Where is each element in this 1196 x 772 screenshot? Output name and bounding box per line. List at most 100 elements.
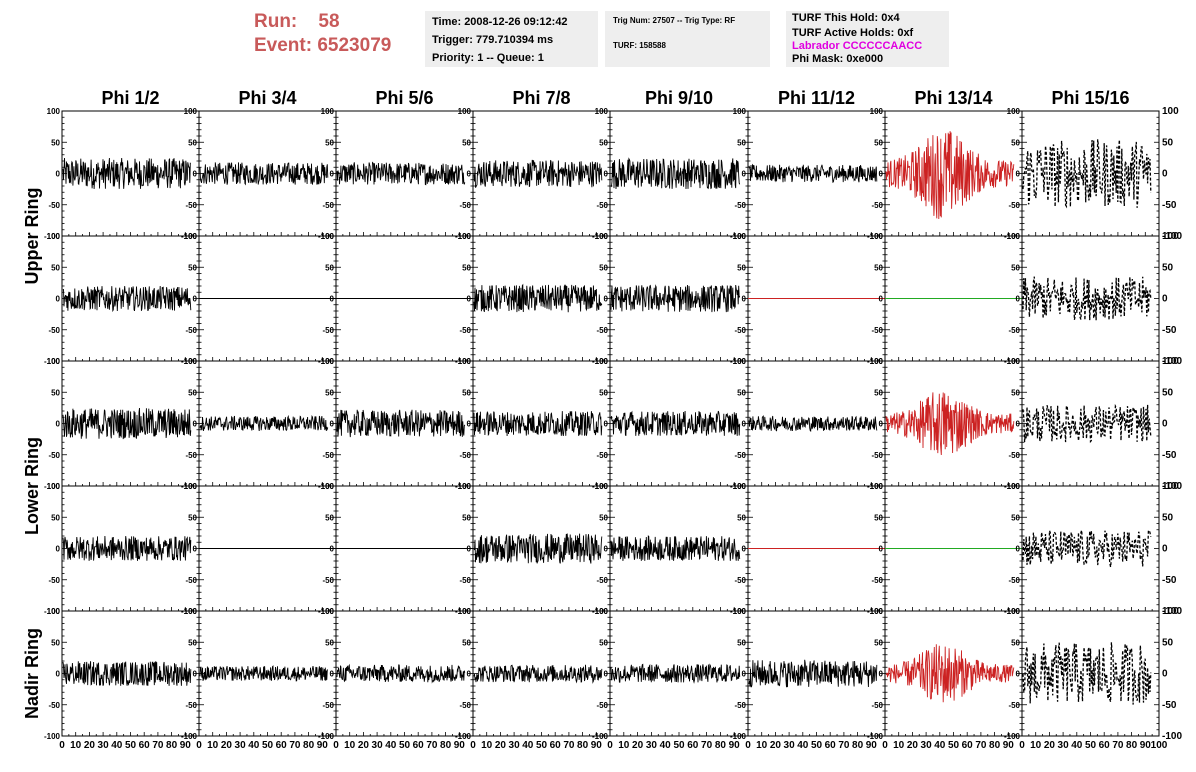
y-tick-label-right: 0 — [1162, 544, 1168, 555]
waveform-trace — [885, 644, 1015, 703]
y-tick-label-right: 100 — [1162, 481, 1179, 492]
x-tick-label: 90 — [1003, 740, 1015, 751]
x-tick-label: 80 — [303, 740, 315, 751]
y-tick-label: 50 — [1011, 638, 1020, 647]
y-tick-label: 50 — [737, 513, 746, 522]
y-tick-label: 0 — [56, 420, 61, 429]
y-tick-label: 50 — [737, 138, 746, 147]
y-tick-label: -50 — [322, 451, 334, 460]
x-tick-label: 50 — [811, 740, 823, 751]
x-tick-label: 70 — [701, 740, 713, 751]
y-tick-label: -50 — [48, 576, 60, 585]
x-tick-label: 80 — [715, 740, 727, 751]
y-tick-label: 100 — [47, 482, 61, 491]
labrador-text: Labrador CCCCCCAACC — [792, 40, 923, 52]
y-tick-label: 100 — [321, 232, 335, 241]
x-tick-label: 70 — [426, 740, 438, 751]
column-title: Phi 11/12 — [778, 88, 855, 108]
y-tick-label: 0 — [330, 295, 335, 304]
y-tick-label: 50 — [188, 513, 197, 522]
y-tick-label: 0 — [879, 295, 884, 304]
y-tick-label: -50 — [734, 451, 746, 460]
x-tick-label: 80 — [989, 740, 1001, 751]
x-tick-label: 30 — [509, 740, 521, 751]
y-tick-label-right: 100 — [1162, 231, 1179, 242]
y-tick-label-right: 0 — [1162, 294, 1168, 305]
x-tick-label: 40 — [1071, 740, 1083, 751]
y-tick-label-right: -100 — [1162, 606, 1182, 617]
y-tick-label: 0 — [604, 670, 609, 679]
y-tick-label: 0 — [742, 170, 747, 179]
ring-label: Nadir Ring — [22, 628, 42, 719]
y-tick-label-right: -50 — [1162, 450, 1177, 461]
y-tick-label: -50 — [48, 326, 60, 335]
y-tick-label: 100 — [870, 107, 884, 116]
y-tick-label: 0 — [1016, 295, 1021, 304]
waveform-trace — [473, 664, 603, 684]
ring-label: Upper Ring — [22, 188, 42, 285]
y-tick-label: -50 — [596, 576, 608, 585]
column-title: Phi 9/10 — [645, 88, 713, 108]
waveform-trace — [1022, 139, 1152, 209]
column-title: Phi 15/16 — [1051, 88, 1129, 108]
trig-info-box: Trig Num: 27507 -- Trig Type: RF TURF: 1… — [605, 11, 770, 67]
y-tick-label: 50 — [599, 138, 608, 147]
y-tick-label: 50 — [51, 388, 60, 397]
y-tick-label: 50 — [325, 138, 334, 147]
waveform-trace — [748, 415, 878, 433]
y-tick-label-right: 50 — [1162, 387, 1174, 398]
x-tick-label: 20 — [84, 740, 96, 751]
waveform-trace — [62, 661, 192, 686]
x-tick-label: 90 — [180, 740, 192, 751]
y-tick-label: 100 — [184, 357, 198, 366]
y-tick-label: 100 — [1007, 107, 1021, 116]
y-tick-label: 100 — [870, 232, 884, 241]
y-tick-label: -50 — [734, 576, 746, 585]
y-tick-label: 100 — [458, 482, 472, 491]
x-tick-label: 40 — [797, 740, 809, 751]
y-tick-label: 100 — [184, 482, 198, 491]
x-tick-label: 40 — [522, 740, 534, 751]
y-tick-label: 50 — [1011, 138, 1020, 147]
y-tick-label: -50 — [596, 451, 608, 460]
y-tick-label: 0 — [193, 420, 198, 429]
x-tick-label: 40 — [248, 740, 260, 751]
y-tick-label: -50 — [871, 326, 883, 335]
y-tick-label: 0 — [193, 170, 198, 179]
waveform-trace — [748, 659, 878, 688]
x-tick-label: 60 — [139, 740, 151, 751]
y-tick-label-right: -50 — [1162, 325, 1177, 336]
y-tick-label: 100 — [870, 607, 884, 616]
y-tick-label-right: -100 — [1162, 356, 1182, 367]
y-tick-label: 0 — [467, 545, 472, 554]
y-tick-label: 50 — [737, 388, 746, 397]
y-tick-label: 100 — [595, 357, 609, 366]
y-tick-label: -100 — [592, 732, 609, 741]
x-tick-label: 80 — [166, 740, 178, 751]
y-tick-label: -50 — [459, 701, 471, 710]
x-tick-label: 10 — [893, 740, 905, 751]
column-title: Phi 1/2 — [101, 88, 159, 108]
y-tick-label: 100 — [184, 232, 198, 241]
y-tick-label: 0 — [604, 545, 609, 554]
y-tick-label: 100 — [47, 232, 61, 241]
y-tick-label: 100 — [458, 607, 472, 616]
y-tick-label: 100 — [321, 607, 335, 616]
y-tick-label: 50 — [874, 263, 883, 272]
y-tick-label: 100 — [733, 482, 747, 491]
x-tick-label: 20 — [632, 740, 644, 751]
y-tick-label: 50 — [1011, 263, 1020, 272]
y-tick-label: -100 — [318, 732, 335, 741]
x-tick-label: 10 — [481, 740, 493, 751]
waveform-trace — [610, 284, 741, 313]
y-tick-label: 0 — [467, 170, 472, 179]
y-tick-label: -50 — [734, 201, 746, 210]
y-tick-label: 0 — [879, 420, 884, 429]
